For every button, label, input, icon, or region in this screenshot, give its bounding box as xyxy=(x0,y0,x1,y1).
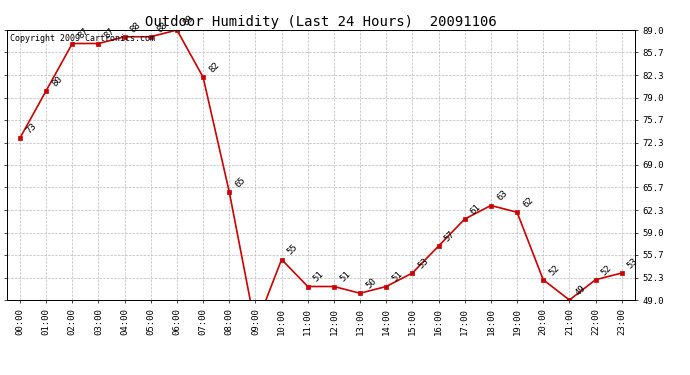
Text: 51: 51 xyxy=(312,270,326,284)
Text: 51: 51 xyxy=(338,270,352,284)
Text: 87: 87 xyxy=(77,27,90,41)
Text: 88: 88 xyxy=(129,20,143,34)
Text: 51: 51 xyxy=(391,270,404,284)
Text: 63: 63 xyxy=(495,189,509,203)
Text: 88: 88 xyxy=(155,20,169,34)
Text: 55: 55 xyxy=(286,243,299,257)
Text: Copyright 2009 Cartronics.com: Copyright 2009 Cartronics.com xyxy=(10,34,155,43)
Text: 73: 73 xyxy=(24,121,38,135)
Text: 65: 65 xyxy=(233,175,248,189)
Title: Outdoor Humidity (Last 24 Hours)  20091106: Outdoor Humidity (Last 24 Hours) 2009110… xyxy=(145,15,497,29)
Text: 57: 57 xyxy=(443,229,457,243)
Text: 82: 82 xyxy=(207,60,221,75)
Text: 53: 53 xyxy=(626,256,640,270)
Text: 89: 89 xyxy=(181,13,195,27)
Text: 53: 53 xyxy=(417,256,431,270)
Text: 87: 87 xyxy=(103,27,117,41)
Text: 80: 80 xyxy=(50,74,64,88)
Text: 52: 52 xyxy=(600,263,613,277)
Text: 61: 61 xyxy=(469,202,483,216)
Text: 62: 62 xyxy=(521,195,535,210)
Text: 49: 49 xyxy=(573,283,587,297)
Text: 50: 50 xyxy=(364,276,378,291)
Text: 52: 52 xyxy=(547,263,562,277)
Text: 45: 45 xyxy=(0,374,1,375)
